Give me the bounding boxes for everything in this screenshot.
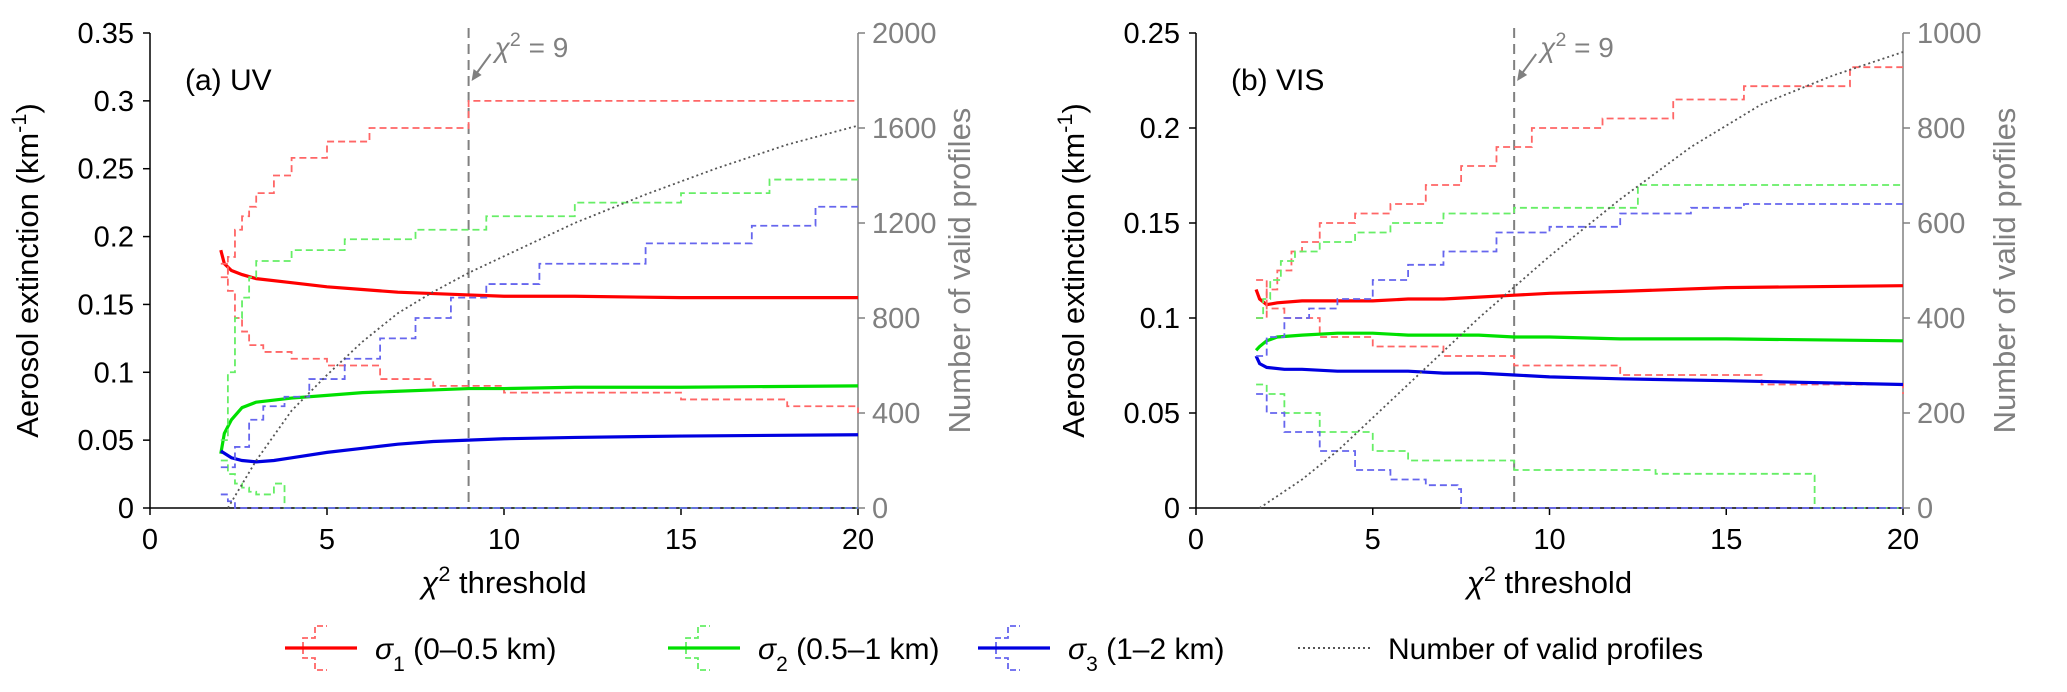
- series-σ1-mean: [1254, 284, 1904, 307]
- x-axis-label: χ2 threshold: [1464, 561, 1632, 601]
- y-tick-label: 0: [1164, 493, 1180, 525]
- series-σ1-mean: [219, 249, 858, 300]
- legend-band-upper: [285, 625, 327, 649]
- x-tick-label: 10: [488, 524, 520, 556]
- y-tick-label: 0.3: [94, 86, 134, 118]
- y-tick-label: 0.15: [78, 289, 134, 321]
- y-tick-label: 0.25: [78, 154, 134, 186]
- legend-band-upper: [668, 625, 710, 649]
- panel-label: (b) VIS: [1231, 64, 1324, 97]
- annotation-label: χ2 = 9: [1537, 29, 1614, 63]
- legend-label: Number of valid profiles: [1388, 633, 1703, 666]
- x-tick-label: 10: [1533, 524, 1565, 556]
- x-tick-label: 0: [142, 524, 158, 556]
- y2-tick-label: 1200: [872, 208, 937, 240]
- x-tick-label: 15: [665, 524, 697, 556]
- x-tick-label: 20: [842, 524, 874, 556]
- y-tick-label: 0.2: [1140, 113, 1180, 145]
- y2-axis-label: Number of valid profiles: [1987, 108, 2022, 434]
- series-σ2-lower: [1256, 383, 1903, 509]
- y-tick-label: 0.35: [78, 18, 134, 50]
- x-tick-label: 0: [1188, 524, 1204, 556]
- y2-tick-label: 400: [1917, 303, 1965, 335]
- series-σ3-mean: [1254, 355, 1904, 387]
- x-tick-label: 5: [319, 524, 335, 556]
- y2-tick-label: 800: [1917, 113, 1965, 145]
- legend-band-lower: [668, 647, 710, 671]
- legend-item: σ3 (1–2 km): [978, 625, 1224, 676]
- y-tick-label: 0.15: [1124, 208, 1180, 240]
- annotation-label: χ2 = 9: [492, 29, 569, 63]
- y2-tick-label: 1000: [1917, 18, 1982, 50]
- y-axis-label: Aerosol extinction (km-1): [1052, 103, 1092, 438]
- y2-tick-label: 800: [872, 303, 920, 335]
- x-tick-label: 5: [1365, 524, 1381, 556]
- y-tick-label: 0.2: [94, 222, 134, 254]
- annotation-arrow-head: [471, 69, 482, 81]
- series-σ3-upper: [1256, 203, 1903, 357]
- y-axis-label: Aerosol extinction (km-1): [6, 103, 46, 438]
- annotation-arrow-head: [1517, 69, 1528, 81]
- legend-item: σ1 (0–0.5 km): [285, 625, 557, 676]
- legend-band-lower: [978, 647, 1020, 671]
- series-σ1-upper: [1256, 66, 1903, 319]
- x-axis-label: χ2 threshold: [418, 561, 586, 601]
- legend-label: σ2 (0.5–1 km): [758, 633, 940, 676]
- series-σ2-mean: [219, 384, 859, 454]
- legend-label: σ1 (0–0.5 km): [375, 633, 557, 676]
- y2-tick-label: 1600: [872, 113, 937, 145]
- series-σ2-lower: [220, 459, 858, 509]
- y-tick-label: 0.05: [78, 425, 134, 457]
- legend-item: σ2 (0.5–1 km): [668, 625, 940, 676]
- y2-tick-label: 2000: [872, 18, 937, 50]
- series-number-of-valid-profiles: [1259, 51, 1904, 509]
- legend: σ1 (0–0.5 km) σ2 (0.5–1 km) σ3 (1–2 km) Num…: [285, 625, 1703, 676]
- y2-tick-label: 400: [872, 398, 920, 430]
- y-tick-label: 0.25: [1124, 18, 1180, 50]
- panel-2: 0 5 10 15 2000.050.10.150.20.250200400600800…: [1052, 18, 2023, 600]
- series-number-of-valid-profiles: [227, 124, 859, 509]
- panel-1: 0 5 10 15 2000.050.10.150.20.250.30.35040080…: [6, 18, 978, 600]
- x-tick-label: 15: [1710, 524, 1742, 556]
- series-σ3-mean: [219, 433, 859, 464]
- legend-band-upper: [978, 625, 1020, 649]
- y2-axis-label: Number of valid profiles: [942, 108, 977, 434]
- y2-tick-label: 600: [1917, 208, 1965, 240]
- legend-band-lower: [285, 647, 327, 671]
- series-σ2-upper: [220, 178, 858, 442]
- y2-tick-label: 200: [1917, 398, 1965, 430]
- panel-label: (a) UV: [185, 64, 272, 97]
- legend-item: Number of valid profiles: [1298, 633, 1703, 666]
- legend-label: σ3 (1–2 km): [1068, 633, 1224, 676]
- y2-tick-label: 0: [1917, 493, 1933, 525]
- y-tick-label: 0.05: [1124, 398, 1180, 430]
- y-tick-label: 0.1: [94, 357, 134, 389]
- series-σ2-upper: [1256, 184, 1903, 319]
- y-tick-label: 0: [118, 493, 134, 525]
- series-σ3-lower: [220, 493, 858, 509]
- series-σ2-mean: [1254, 331, 1904, 352]
- series-σ3-lower: [1256, 393, 1903, 509]
- y2-tick-label: 0: [872, 493, 888, 525]
- series-σ3-upper: [220, 205, 858, 469]
- series-σ1-upper: [220, 99, 858, 279]
- y-tick-label: 0.1: [1140, 303, 1180, 335]
- x-tick-label: 20: [1887, 524, 1919, 556]
- series-σ1-lower: [1256, 279, 1904, 394]
